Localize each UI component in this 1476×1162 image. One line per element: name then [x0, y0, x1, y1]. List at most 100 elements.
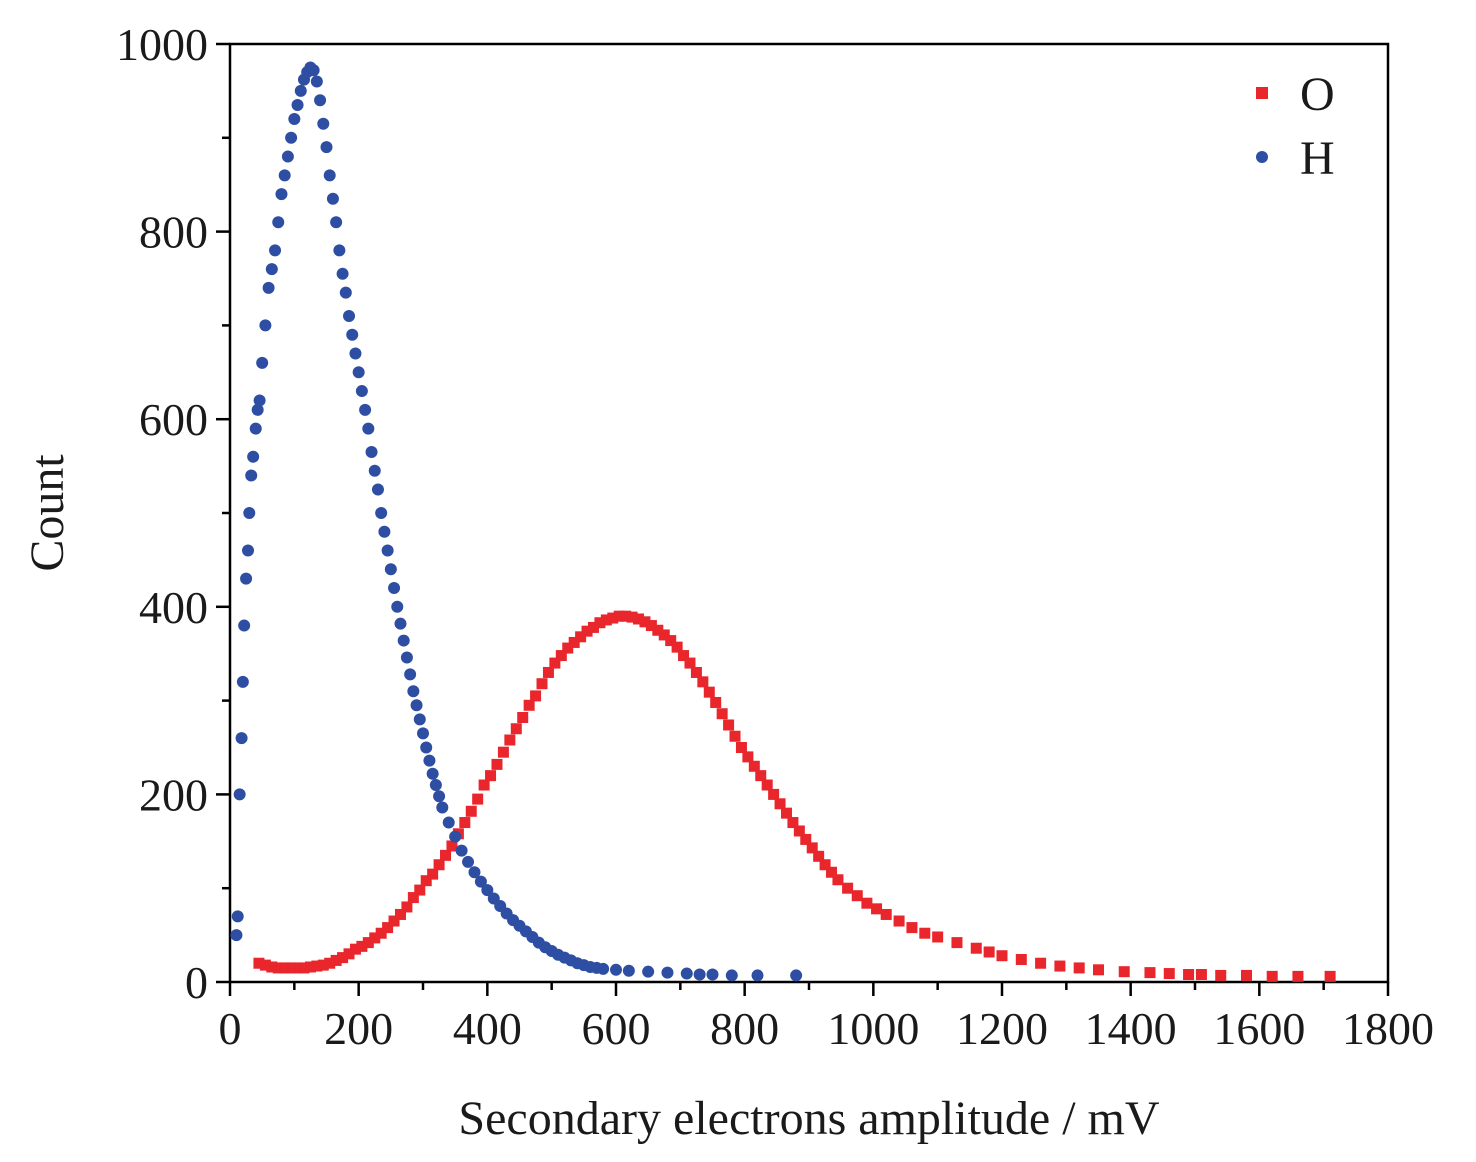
data-point-o [826, 866, 838, 878]
data-point-o [292, 962, 304, 974]
data-point-o [1240, 969, 1252, 981]
data-point-h [371, 483, 384, 496]
data-point-o [594, 617, 606, 629]
data-point-h [247, 450, 260, 463]
x-tick-label: 1000 [827, 1003, 919, 1054]
data-point-h [238, 619, 251, 632]
data-point-h [384, 563, 397, 576]
data-point-h [449, 830, 462, 843]
data-point-h [310, 75, 323, 88]
data-point-o [433, 859, 445, 871]
data-point-h [233, 788, 246, 801]
data-point-h [420, 741, 433, 754]
data-point-h [336, 267, 349, 280]
data-point-h [314, 94, 327, 107]
data-point-h [285, 131, 298, 144]
data-point-o [478, 779, 490, 791]
data-point-o [832, 874, 844, 886]
x-axis-title: Secondary electrons amplitude / mV [458, 1092, 1159, 1145]
data-point-o [842, 882, 854, 894]
data-point-o [780, 807, 792, 819]
data-point-h [368, 464, 381, 477]
data-point-h [362, 422, 375, 435]
data-point-h [269, 244, 282, 257]
data-point-h [375, 507, 388, 519]
data-point-o [1093, 964, 1104, 976]
data-point-o [684, 657, 696, 669]
data-point-o [951, 937, 963, 949]
legend: O H [1256, 68, 1335, 185]
data-point-o [755, 770, 767, 782]
data-point-o [645, 620, 657, 632]
data-point-h [706, 968, 719, 981]
data-point-o [575, 631, 587, 643]
data-point-o [459, 817, 471, 829]
data-point-h [391, 600, 404, 613]
data-point-o [504, 734, 516, 746]
data-point-h [275, 188, 288, 201]
data-point-o [600, 614, 612, 626]
data-point-o [1163, 968, 1175, 980]
data-point-h [410, 699, 423, 712]
legend-label-h: H [1300, 132, 1335, 185]
data-point-o [1118, 966, 1130, 978]
x-axis-ticks [228, 982, 1390, 996]
data-point-o [620, 610, 632, 622]
data-point-o [497, 746, 509, 758]
data-point-o [427, 868, 439, 880]
data-point-h [230, 929, 243, 942]
data-point-h [245, 469, 258, 482]
x-tick-label: 800 [710, 1003, 779, 1054]
data-point-h [236, 675, 249, 688]
x-tick-label: 0 [219, 1003, 242, 1054]
data-point-h [481, 884, 494, 897]
data-point-o [819, 859, 831, 871]
x-tick-label: 1400 [1085, 1003, 1177, 1054]
data-point-o [893, 915, 905, 927]
data-point-o [517, 711, 529, 723]
data-point-o [523, 699, 535, 711]
data-point-o [542, 666, 554, 678]
data-point-o [555, 650, 567, 662]
data-point-o [549, 657, 561, 669]
data-point-o [382, 922, 394, 934]
legend-label-o: O [1300, 68, 1335, 121]
data-point-h [323, 169, 336, 182]
data-point-h [330, 216, 343, 229]
data-point-o [1144, 967, 1156, 979]
data-point-o [510, 723, 522, 735]
data-point-o [919, 927, 931, 939]
data-point-o [906, 922, 918, 934]
data-point-h [417, 727, 429, 740]
data-point-o [697, 676, 709, 688]
data-point-o [330, 954, 342, 966]
data-point-o [485, 770, 497, 782]
data-point-h [307, 64, 320, 77]
y-tick-label: 0 [185, 957, 208, 1008]
data-point-h [320, 141, 333, 154]
data-point-h [235, 732, 248, 745]
data-point-h [381, 544, 394, 557]
data-point-o [349, 943, 361, 955]
data-point-h [294, 84, 307, 97]
data-point-h [642, 965, 655, 978]
data-point-h [436, 801, 449, 814]
data-point-h [352, 366, 365, 379]
data-point-o [703, 686, 715, 698]
data-point-o [652, 624, 664, 636]
data-point-h [790, 969, 803, 982]
data-point-h [333, 244, 346, 257]
data-point-o [735, 742, 747, 753]
data-point-o [761, 779, 773, 791]
data-point-o [1195, 968, 1207, 980]
y-tick-label: 200 [139, 769, 208, 820]
data-point-h [693, 968, 706, 981]
data-point-o [774, 798, 786, 810]
series-h [230, 61, 803, 982]
data-point-h [388, 582, 401, 595]
data-point-o [304, 961, 316, 973]
data-point-h [288, 113, 301, 126]
data-point-h [256, 356, 269, 369]
data-point-o [311, 960, 323, 972]
